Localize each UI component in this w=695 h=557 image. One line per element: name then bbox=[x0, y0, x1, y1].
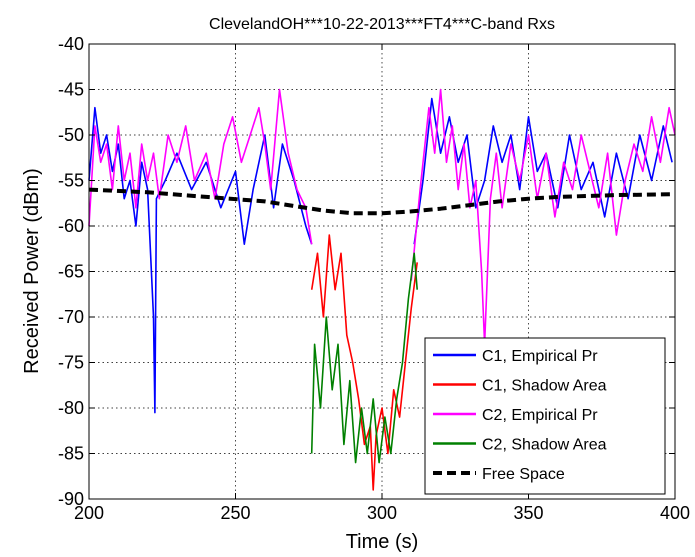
y-tick-label: -40 bbox=[58, 34, 84, 54]
x-tick-label: 250 bbox=[220, 503, 250, 523]
x-tick-label: 200 bbox=[74, 503, 104, 523]
series-c1-shadow-area bbox=[310, 234, 418, 491]
legend: C1, Empirical Pr C1, Shadow Area C2, Empir… bbox=[424, 337, 666, 495]
y-tick-label: -60 bbox=[58, 216, 84, 236]
series-line-c2-shadow-area bbox=[310, 252, 418, 464]
series-c2-shadow-area bbox=[310, 252, 418, 464]
y-tick-label: -65 bbox=[58, 262, 84, 282]
series-layer bbox=[88, 88, 676, 491]
ticks: 200 250 300 350 400 -40 -45 -50 -55 -60 -65 -70 -75 -… bbox=[58, 34, 690, 523]
series-line-c2-empirical-pr bbox=[410, 88, 676, 346]
series-c2-empirical-pr bbox=[88, 88, 676, 346]
y-tick-label: -50 bbox=[58, 125, 84, 145]
y-tick-label: -80 bbox=[58, 398, 84, 418]
y-axis-label: Received Power (dBm) bbox=[21, 168, 43, 374]
legend-label: Free Space bbox=[482, 466, 565, 483]
legend-items: C1, Empirical Pr C1, Shadow Area C2, Empir… bbox=[433, 348, 607, 483]
y-tick-label: -85 bbox=[58, 444, 84, 464]
series-line-c1-shadow-area bbox=[310, 234, 418, 491]
legend-label: C2, Shadow Area bbox=[482, 437, 607, 454]
legend-label: C1, Empirical Pr bbox=[482, 348, 598, 365]
x-tick-label: 400 bbox=[660, 503, 690, 523]
legend-label: C2, Empirical Pr bbox=[482, 407, 598, 424]
chart-title: ClevelandOH***10-22-2013***FT4***C-band … bbox=[209, 16, 555, 33]
legend-label: C1, Shadow Area bbox=[482, 378, 607, 395]
x-tick-label: 350 bbox=[513, 503, 543, 523]
series-line-free-space bbox=[88, 187, 676, 216]
y-tick-label: -45 bbox=[58, 80, 84, 100]
y-tick-label: -90 bbox=[58, 489, 84, 509]
series-line-c2-empirical-pr bbox=[88, 88, 313, 245]
y-tick-label: -75 bbox=[58, 353, 84, 373]
x-tick-label: 300 bbox=[367, 503, 397, 523]
series-free-space bbox=[88, 187, 676, 216]
legend-box bbox=[424, 337, 666, 495]
y-tick-label: -70 bbox=[58, 307, 84, 327]
x-axis-label: Time (s) bbox=[346, 531, 419, 553]
y-tick-label: -55 bbox=[58, 171, 84, 191]
